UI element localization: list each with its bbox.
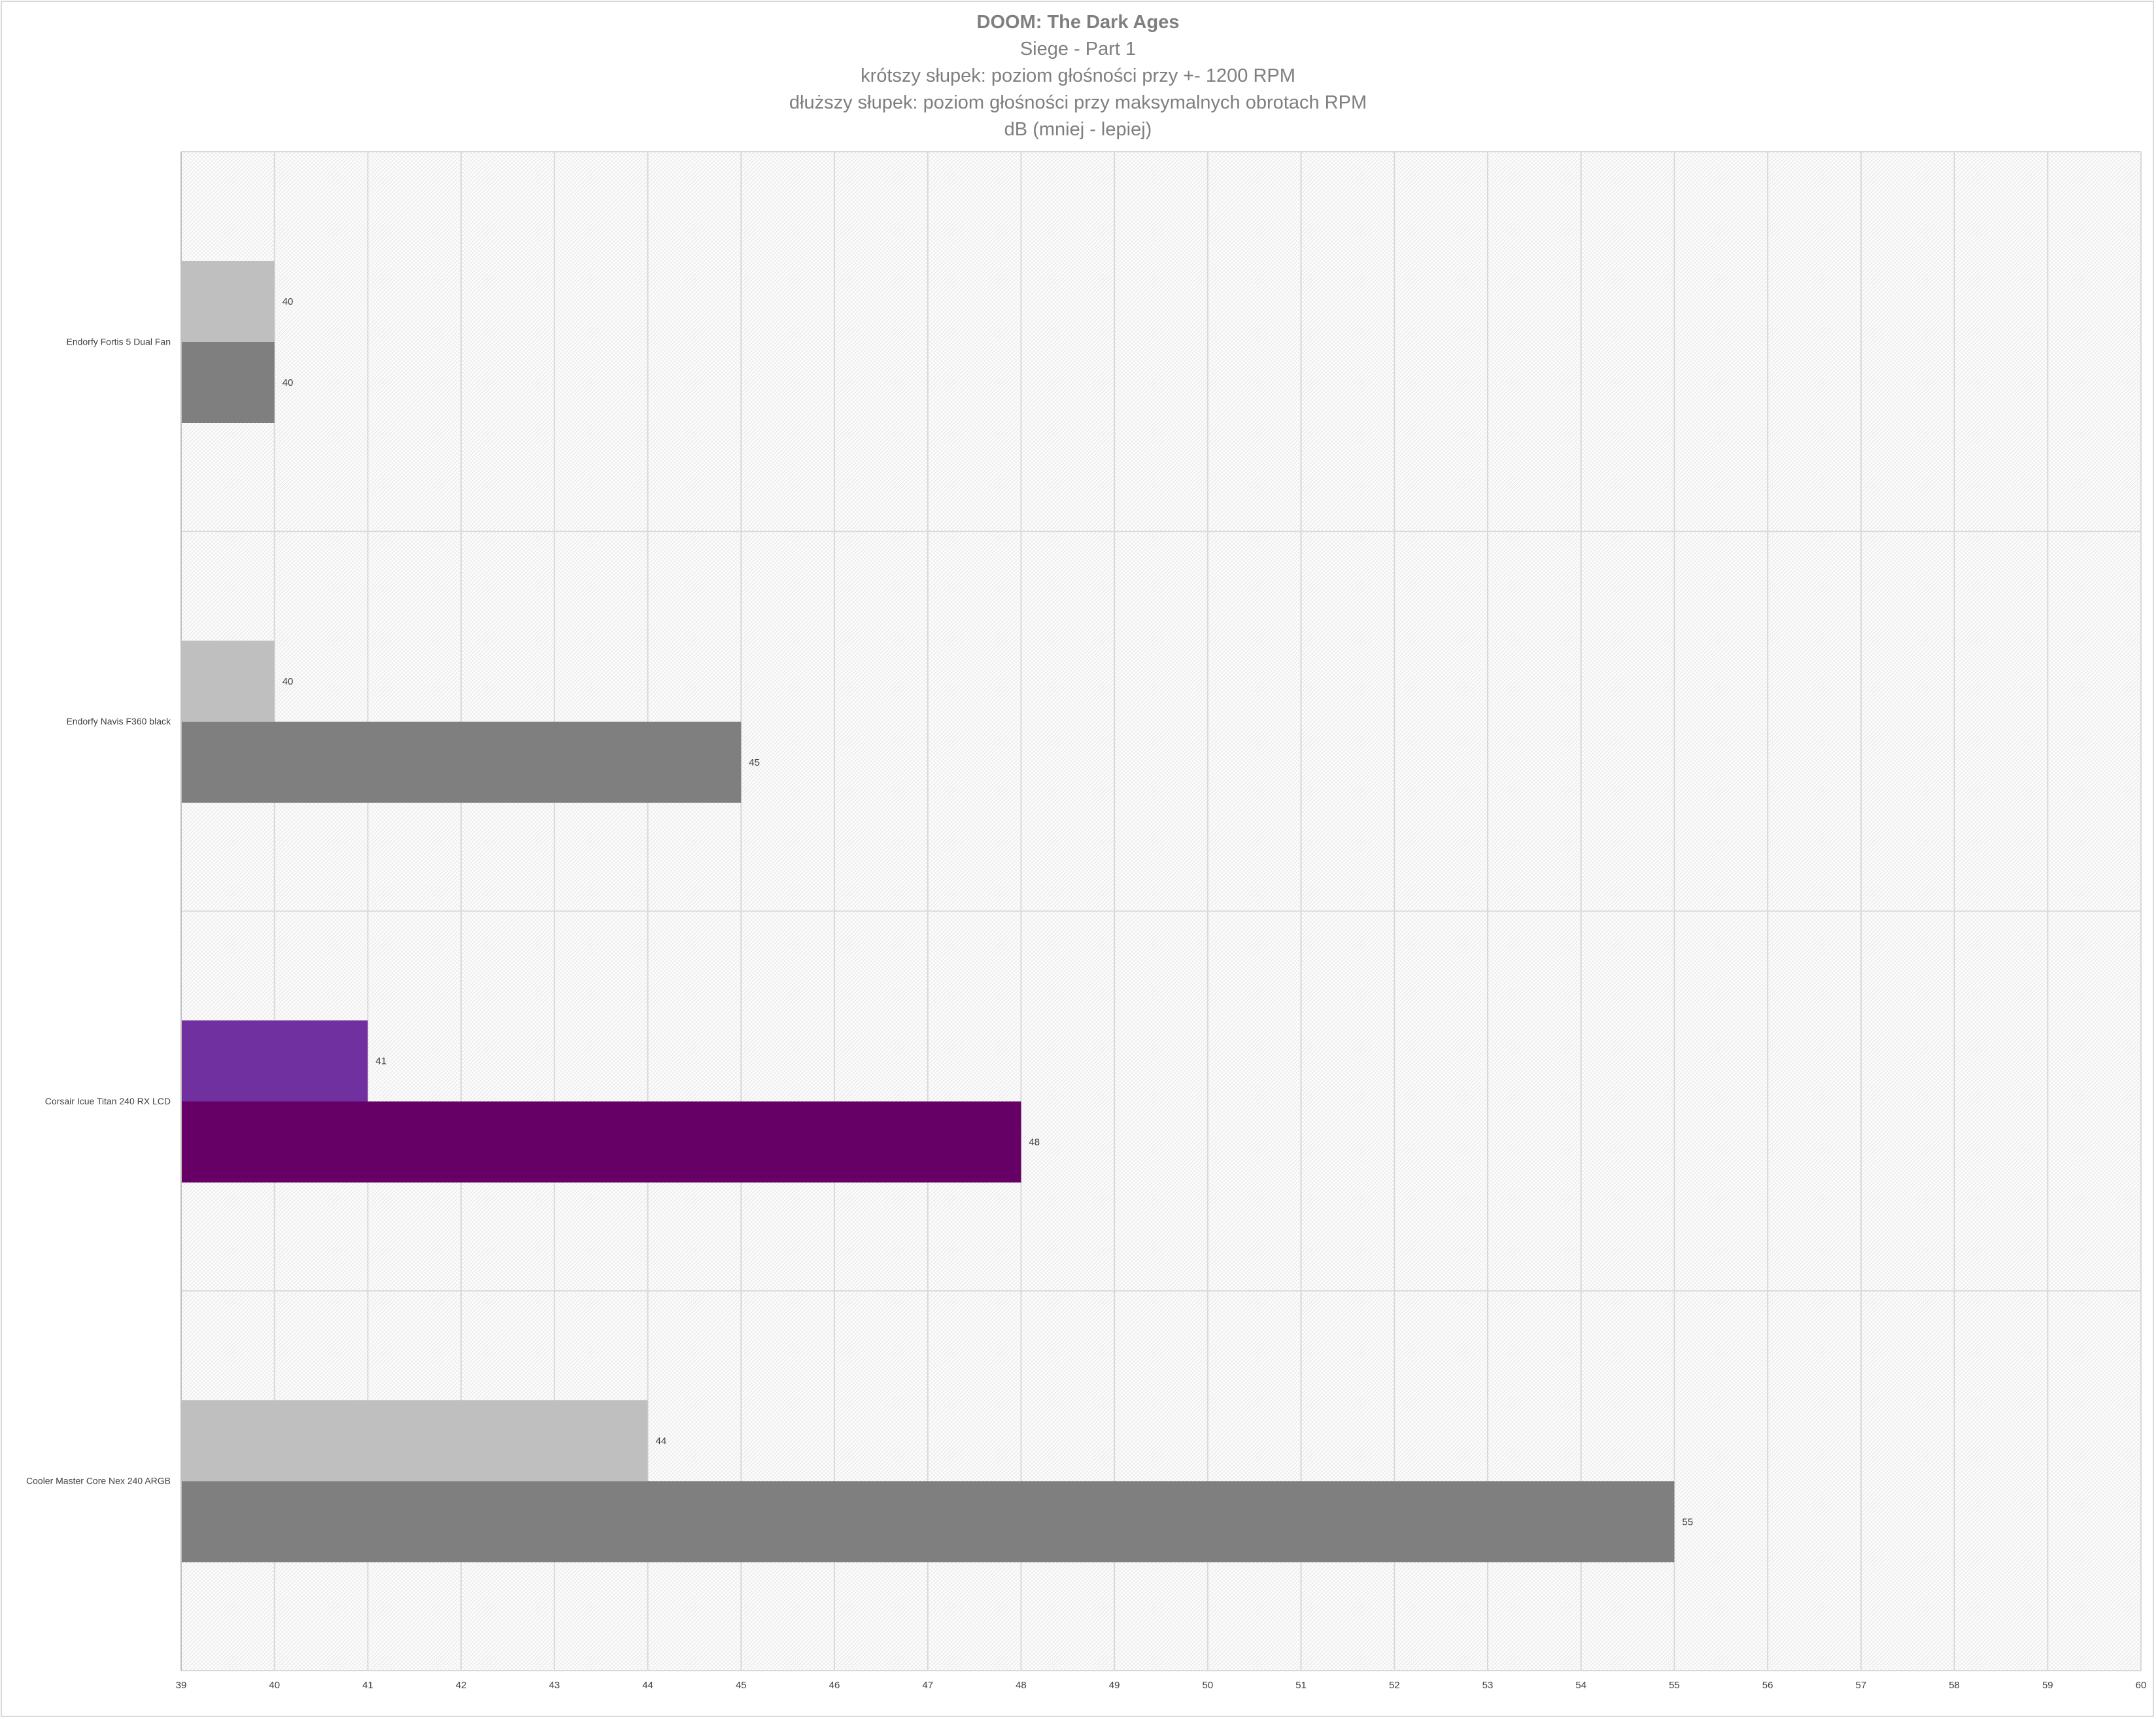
category-label: Endorfy Fortis 5 Dual Fan bbox=[66, 336, 171, 347]
chart-subtitle-3: dłuższy słupek: poziom głośności przy ma… bbox=[789, 92, 1367, 113]
category-labels: Endorfy Fortis 5 Dual Fan Endorfy Navis F… bbox=[26, 336, 171, 1486]
gridlines bbox=[180, 151, 2142, 1671]
chart-title: DOOM: The Dark Ages bbox=[976, 12, 1180, 33]
bar bbox=[182, 1101, 1021, 1183]
x-tick-label: 48 bbox=[1016, 1680, 1027, 1691]
x-tick-label: 42 bbox=[456, 1680, 467, 1691]
x-tick-label: 54 bbox=[1575, 1680, 1586, 1691]
x-tick-label: 55 bbox=[1669, 1680, 1680, 1691]
bar-value-label: 40 bbox=[282, 377, 294, 388]
bar-value-label: 41 bbox=[375, 1056, 386, 1067]
bars bbox=[182, 261, 1675, 1563]
x-tick-label: 56 bbox=[1762, 1680, 1773, 1691]
x-tick-label: 44 bbox=[642, 1680, 653, 1691]
x-tick-label: 52 bbox=[1389, 1680, 1400, 1691]
x-tick-label: 60 bbox=[2136, 1680, 2147, 1691]
x-axis-tick-labels: 39 40 41 42 43 44 45 46 47 48 49 50 51 52 53 54 55 56 57 58… bbox=[176, 1680, 2147, 1691]
x-tick-label: 39 bbox=[176, 1680, 187, 1691]
x-tick-label: 57 bbox=[1856, 1680, 1867, 1691]
bar bbox=[182, 1481, 1675, 1563]
bar-value-label: 40 bbox=[282, 296, 294, 307]
bar bbox=[182, 1400, 648, 1482]
chart-subtitle-2: krótszy słupek: poziom głośności przy +-… bbox=[861, 65, 1295, 86]
x-tick-label: 43 bbox=[549, 1680, 560, 1691]
x-tick-label: 49 bbox=[1109, 1680, 1120, 1691]
chart-subtitle-1: Siege - Part 1 bbox=[1019, 39, 1137, 60]
bar bbox=[182, 342, 275, 423]
x-tick-label: 46 bbox=[829, 1680, 840, 1691]
x-tick-label: 47 bbox=[922, 1680, 933, 1691]
data-labels: 40 40 40 45 41 48 44 55 bbox=[282, 296, 1693, 1527]
x-tick-label: 50 bbox=[1203, 1680, 1214, 1691]
x-tick-label: 41 bbox=[362, 1680, 373, 1691]
bar bbox=[182, 261, 275, 342]
bar bbox=[182, 640, 275, 722]
x-tick-label: 40 bbox=[269, 1680, 280, 1691]
bar-value-label: 55 bbox=[1682, 1516, 1693, 1527]
x-tick-label: 53 bbox=[1482, 1680, 1494, 1691]
x-tick-label: 58 bbox=[1949, 1680, 1960, 1691]
category-label: Endorfy Navis F360 black bbox=[66, 716, 171, 726]
x-tick-label: 51 bbox=[1295, 1680, 1307, 1691]
bar-value-label: 40 bbox=[282, 676, 294, 687]
chart-titles: DOOM: The Dark Ages Siege - Part 1 króts… bbox=[0, 9, 2156, 143]
category-label: Cooler Master Core Nex 240 ARGB bbox=[26, 1476, 171, 1486]
bar-value-label: 45 bbox=[749, 757, 760, 768]
bar-value-label: 48 bbox=[1029, 1137, 1040, 1148]
chart-subtitle-4: dB (mniej - lepiej) bbox=[1004, 119, 1152, 140]
x-tick-label: 45 bbox=[736, 1680, 747, 1691]
bar-value-label: 44 bbox=[656, 1435, 667, 1446]
bar bbox=[182, 1020, 368, 1102]
bar bbox=[182, 721, 742, 803]
x-tick-label: 59 bbox=[2042, 1680, 2053, 1691]
category-label: Corsair Icue Titan 240 RX LCD bbox=[45, 1096, 171, 1106]
